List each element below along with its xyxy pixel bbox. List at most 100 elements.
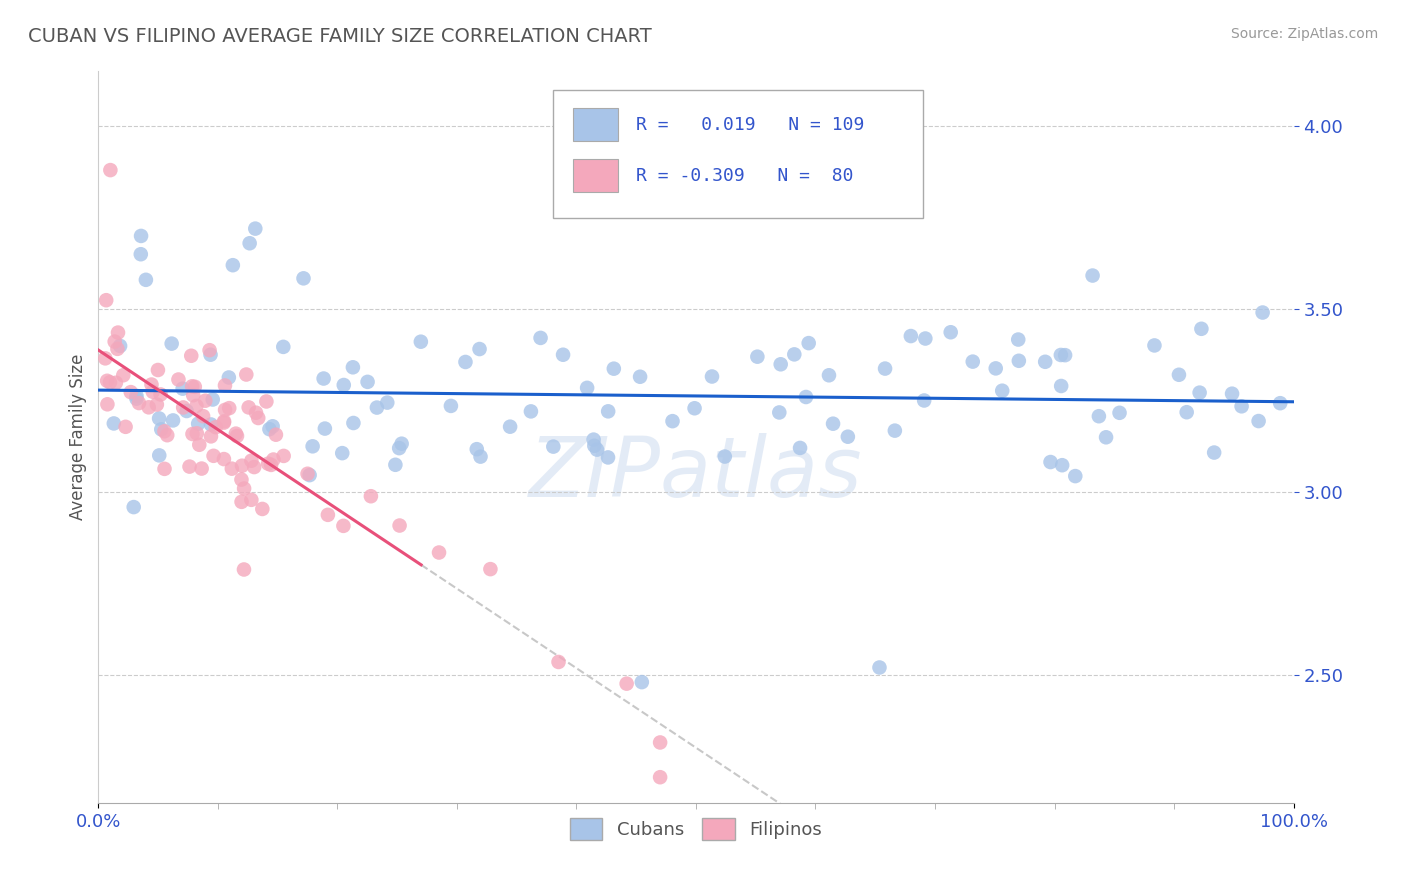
Point xyxy=(153,462,176,476)
Point xyxy=(107,342,129,356)
Point xyxy=(186,399,208,413)
Point xyxy=(298,468,321,483)
FancyBboxPatch shape xyxy=(572,108,619,141)
Point xyxy=(520,404,543,418)
Point xyxy=(162,413,184,427)
Point xyxy=(271,340,294,354)
Point xyxy=(204,420,226,434)
Point xyxy=(342,360,364,375)
Point xyxy=(551,348,574,362)
Point xyxy=(914,332,936,346)
Point xyxy=(264,427,287,442)
Point xyxy=(262,419,284,434)
Point xyxy=(181,379,204,393)
Point xyxy=(135,273,157,287)
Point xyxy=(454,355,477,369)
Point xyxy=(314,421,336,435)
Point xyxy=(388,518,411,533)
Point xyxy=(153,424,176,438)
Point xyxy=(1064,469,1087,483)
Point xyxy=(243,460,266,475)
Point xyxy=(214,403,236,417)
Point xyxy=(962,354,984,368)
Point xyxy=(603,361,626,376)
Point xyxy=(187,417,209,431)
Point xyxy=(218,370,240,384)
Point xyxy=(375,395,398,409)
Point xyxy=(650,735,672,749)
Point xyxy=(94,351,117,366)
Point xyxy=(543,440,565,454)
Point xyxy=(598,404,620,418)
Point xyxy=(112,368,135,383)
Legend: Cubans, Filipinos: Cubans, Filipinos xyxy=(561,808,831,848)
Point xyxy=(214,378,236,392)
Point xyxy=(239,236,262,251)
Point xyxy=(1050,348,1073,362)
Point xyxy=(312,371,335,385)
Point xyxy=(700,369,723,384)
Point xyxy=(231,458,253,473)
Point xyxy=(125,389,148,403)
Point xyxy=(1033,355,1056,369)
Point xyxy=(160,336,183,351)
Point xyxy=(342,416,364,430)
Point xyxy=(1204,445,1226,459)
Text: R =   0.019   N = 109: R = 0.019 N = 109 xyxy=(637,116,865,134)
Point xyxy=(1270,396,1292,410)
Point xyxy=(628,369,651,384)
Point xyxy=(252,502,274,516)
Point xyxy=(201,392,224,407)
Point xyxy=(238,401,260,415)
Point xyxy=(176,404,198,418)
Point xyxy=(499,419,522,434)
Point xyxy=(794,390,817,404)
Point xyxy=(1008,353,1031,368)
Point xyxy=(332,378,354,392)
Point xyxy=(260,458,283,472)
Point xyxy=(200,348,222,362)
Point xyxy=(837,430,859,444)
Point xyxy=(148,449,170,463)
Point xyxy=(120,385,142,400)
Point xyxy=(747,350,769,364)
Point xyxy=(316,508,339,522)
Point xyxy=(254,394,277,409)
Point xyxy=(683,401,706,416)
Point xyxy=(221,461,243,475)
Point xyxy=(156,428,179,442)
Point xyxy=(596,450,619,465)
Point xyxy=(409,334,432,349)
Point xyxy=(360,489,382,503)
Point xyxy=(391,436,413,450)
Point xyxy=(245,221,267,235)
Point xyxy=(226,429,249,443)
Point xyxy=(630,675,652,690)
Point xyxy=(1081,268,1104,283)
Point xyxy=(547,655,569,669)
Text: ZIPatlas: ZIPatlas xyxy=(529,434,863,514)
Text: CUBAN VS FILIPINO AVERAGE FAMILY SIZE CORRELATION CHART: CUBAN VS FILIPINO AVERAGE FAMILY SIZE CO… xyxy=(28,27,652,45)
Point xyxy=(1230,399,1253,413)
Point xyxy=(1050,379,1073,393)
Point xyxy=(104,376,127,390)
Point xyxy=(200,429,222,443)
Point xyxy=(202,449,225,463)
Point xyxy=(186,426,208,441)
Point xyxy=(194,393,217,408)
Point xyxy=(233,562,256,576)
Point xyxy=(821,417,844,431)
Point xyxy=(181,427,204,442)
Point xyxy=(583,439,606,453)
Point xyxy=(1088,409,1111,424)
Point xyxy=(212,416,235,430)
Point xyxy=(330,446,353,460)
Point xyxy=(257,457,280,471)
Point xyxy=(912,393,935,408)
Point xyxy=(225,426,247,441)
Point xyxy=(1189,322,1212,336)
Text: R = -0.309   N =  80: R = -0.309 N = 80 xyxy=(637,167,853,185)
Point xyxy=(768,405,790,419)
Point xyxy=(190,461,212,475)
Point xyxy=(301,439,323,453)
